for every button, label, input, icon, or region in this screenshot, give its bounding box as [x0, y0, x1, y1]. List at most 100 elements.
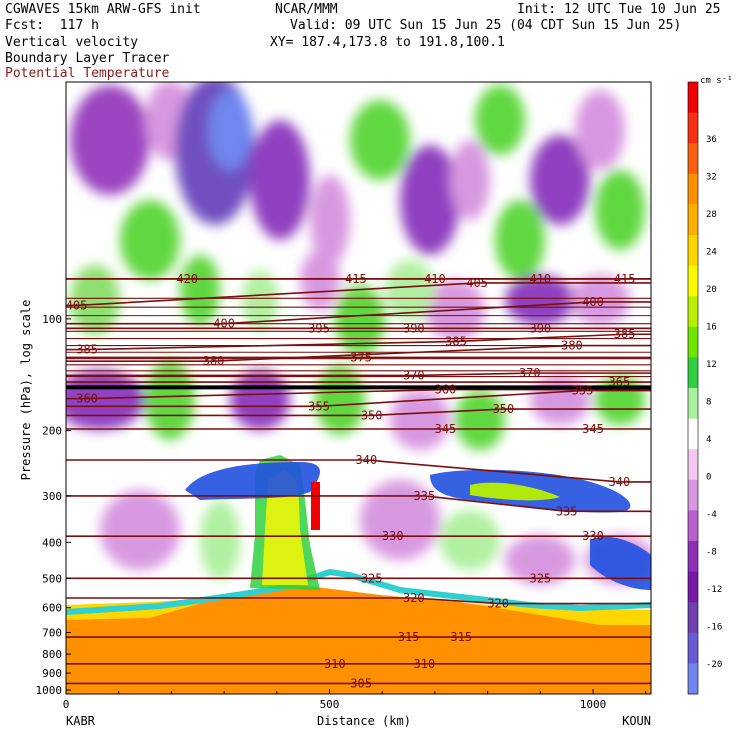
theta-label-8: 400	[213, 317, 235, 331]
field-vertical-velocity: Vertical velocity	[5, 35, 139, 50]
cross-section-xy: XY= 187.4,173.8 to 191.8,100.1	[270, 35, 505, 50]
y-tick-label-2: 300	[42, 490, 62, 503]
field-boundary-layer-tracer: Boundary Layer Tracer	[5, 51, 170, 66]
theta-label-43: 305	[350, 676, 372, 690]
colorbar-swatch-8	[688, 326, 698, 358]
y-tick-label-0: 100	[42, 313, 62, 326]
colorbar-swatch-13	[688, 479, 698, 511]
theta-label-31: 335	[414, 489, 436, 503]
theta-contour-370	[66, 372, 651, 377]
colorbar-tick-5: 16	[706, 323, 717, 333]
x-tick-label-1: 500	[320, 698, 340, 711]
valid-time: Valid: 09 UTC Sun 15 Jun 25 (04 CDT Sun …	[290, 18, 682, 33]
theta-label-4: 410	[529, 272, 551, 286]
theta-label-7: 400	[582, 295, 604, 309]
theta-label-14: 385	[445, 334, 467, 348]
theta-contour-335	[66, 495, 651, 513]
theta-label-33: 330	[382, 529, 404, 543]
theta-contour-355	[66, 389, 651, 408]
x-axis: 0 500 1000	[63, 689, 647, 711]
y-tick-label-5: 600	[42, 602, 62, 615]
colorbar-tick-13: -16	[706, 622, 722, 632]
y-axis: 100 200 300 400 500 600 700 800 900 1000	[36, 313, 71, 697]
colorbar-tick-9: 0	[706, 473, 711, 483]
forecast-hour: Fcst: 117 h	[5, 18, 99, 33]
y-tick-label-7: 800	[42, 648, 62, 661]
y-tick-label-8: 900	[42, 667, 62, 680]
theta-label-35: 325	[361, 571, 383, 585]
colorbar-tick-3: 24	[706, 248, 717, 258]
theta-label-17: 375	[350, 350, 372, 364]
theta-label-21: 355	[572, 384, 594, 398]
colorbar-tick-2: 28	[706, 210, 717, 220]
theta-label-5: 415	[614, 272, 636, 286]
theta-label-28: 345	[582, 422, 604, 436]
theta-label-27: 345	[435, 422, 457, 436]
colorbar-swatch-2	[688, 143, 698, 175]
init-time: Init: 12 UTC Tue 10 Jun 25	[517, 2, 721, 17]
colorbar: 36 32 28 24 20 16 12 8 4 0 -4 -8 -12 -16 -20	[687, 81, 722, 695]
theta-label-23: 360	[76, 392, 98, 406]
y-tick-label-4: 500	[42, 572, 62, 585]
colorbar-unit: cm s⁻¹	[700, 76, 733, 86]
theta-label-11: 390	[529, 321, 551, 335]
org-label: NCAR/MMM	[275, 2, 338, 17]
theta-label-29: 340	[356, 453, 378, 467]
theta-label-20: 365	[609, 375, 631, 389]
theta-label-25: 350	[361, 408, 383, 422]
colorbar-tick-10: -4	[706, 510, 717, 520]
theta-label-18: 370	[403, 368, 425, 382]
left-station-label: KABR	[66, 714, 96, 728]
colorbar-swatch-3	[688, 173, 698, 205]
x-axis-label: Distance (km)	[317, 714, 411, 728]
colorbar-swatch-4	[688, 204, 698, 236]
colorbar-swatch-1	[688, 112, 698, 144]
colorbar-tick-4: 20	[706, 285, 717, 295]
theta-label-19: 370	[519, 366, 541, 380]
theta-contour-385	[66, 333, 651, 351]
theta-label-42: 310	[414, 657, 436, 671]
theta-labels: 420 415 410 405 410 415 405 400 400 395 390 390 385 3…	[66, 272, 636, 691]
theta-label-26: 350	[493, 402, 515, 416]
colorbar-tick-7: 8	[706, 398, 711, 408]
theta-label-2: 410	[424, 272, 446, 286]
theta-label-22: 360	[435, 383, 457, 397]
theta-label-24: 355	[308, 399, 330, 413]
model-title: CGWAVES 15km ARW-GFS init	[5, 2, 201, 17]
theta-label-3: 405	[466, 276, 488, 290]
theta-label-30: 340	[609, 475, 631, 489]
theta-label-40: 315	[450, 630, 472, 644]
colorbar-tick-8: 4	[706, 435, 711, 445]
theta-contour-360	[66, 388, 651, 400]
colorbar-tick-14: -20	[706, 660, 722, 670]
theta-label-13: 385	[76, 343, 98, 357]
potential-temperature-contours	[66, 278, 651, 685]
colorbar-tick-1: 32	[706, 173, 717, 183]
theta-label-16: 380	[203, 354, 225, 368]
theta-label-36: 325	[529, 571, 551, 585]
y-tick-label-6: 700	[42, 627, 62, 640]
theta-label-38: 320	[487, 597, 509, 611]
y-tick-label-1: 200	[42, 425, 62, 438]
colorbar-swatch-14	[688, 510, 698, 542]
x-tick-label-0: 0	[63, 698, 70, 711]
colorbar-swatch-9	[688, 357, 698, 389]
theta-label-34: 330	[582, 529, 604, 543]
colorbar-swatch-18	[688, 632, 698, 664]
colorbar-swatch-6	[688, 265, 698, 297]
colorbar-tick-11: -8	[706, 547, 717, 557]
colorbar-swatch-16	[688, 571, 698, 603]
colorbar-swatch-5	[688, 235, 698, 267]
colorbar-swatch-7	[688, 296, 698, 328]
y-tick-label-9: 1000	[36, 684, 63, 697]
colorbar-swatch-0	[688, 82, 698, 114]
x-tick-label-2: 1000	[580, 698, 607, 711]
theta-label-0: 420	[176, 272, 198, 286]
colorbar-tick-0: 36	[706, 135, 717, 145]
y-tick-label-3: 400	[42, 536, 62, 549]
theta-label-10: 390	[403, 321, 425, 335]
theta-contour-320	[66, 597, 651, 605]
field-potential-temperature: Potential Temperature	[5, 66, 170, 81]
colorbar-tick-6: 12	[706, 360, 717, 370]
